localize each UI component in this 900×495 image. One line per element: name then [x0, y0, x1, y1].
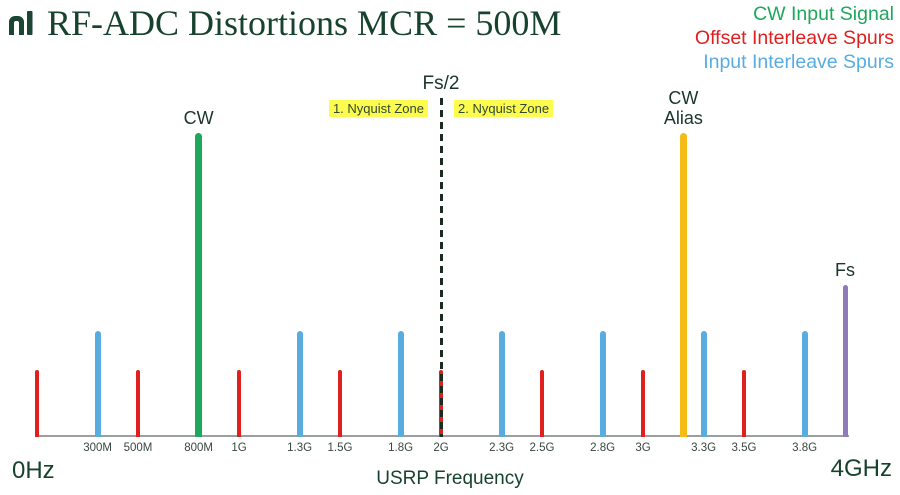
x-axis-title: USRP Frequency	[376, 468, 524, 489]
cw-alias-label: CW Alias	[663, 87, 703, 129]
nyquist-zone-1-label: 1. Nyquist Zone	[328, 100, 428, 117]
x-tick-300m: 300M	[83, 442, 112, 454]
cw-input-signal-label: CW	[183, 108, 214, 129]
x-axis-min-label: 0Hz	[12, 457, 55, 484]
offset-interleave-spurs-bar	[338, 370, 342, 437]
input-interleave-spurs-bar	[498, 331, 505, 437]
offset-interleave-spurs-bar	[742, 370, 746, 437]
x-tick-800m: 800M	[184, 442, 213, 454]
input-interleave-spurs-bar	[94, 331, 101, 437]
legend: CW Input Signal Offset Interleave Spurs In…	[695, 2, 894, 74]
input-interleave-spurs-bar	[801, 331, 808, 437]
x-tick-1g: 1G	[231, 442, 247, 454]
x-tick-3-8g: 3.8G	[792, 442, 818, 454]
x-tick-1-5g: 1.5G	[327, 442, 353, 454]
cw-alias-bar	[679, 133, 687, 437]
offset-interleave-spurs-bar	[641, 370, 645, 437]
offset-interleave-spurs-bar	[237, 370, 241, 437]
fs-half-label: Fs/2	[422, 73, 460, 94]
fs-half-dashed-line	[439, 98, 443, 437]
legend-item-cw-input-signal: CW Input Signal	[753, 3, 894, 25]
x-tick-2-5g: 2.5G	[529, 442, 555, 454]
x-tick-2-3g: 2.3G	[489, 442, 515, 454]
input-interleave-spurs-bar	[397, 331, 404, 437]
input-interleave-spurs-bar	[700, 331, 707, 437]
fs-bar	[842, 285, 848, 437]
x-tick-3-5g: 3.5G	[731, 442, 757, 454]
page-title: RF-ADC Distortions MCR = 500M	[47, 3, 562, 43]
ni-logo	[9, 11, 33, 35]
input-interleave-spurs-bar	[599, 331, 606, 437]
offset-interleave-spurs-bar	[136, 370, 140, 437]
x-tick-1-3g: 1.3G	[287, 442, 313, 454]
x-tick-3-3g: 3.3G	[691, 442, 717, 454]
x-tick-2-8g: 2.8G	[590, 442, 616, 454]
x-axis-max-label: 4GHz	[830, 455, 892, 482]
offset-interleave-spurs-bar	[35, 370, 39, 437]
offset-interleave-spurs-bar	[540, 370, 544, 437]
legend-item-offset-interleave-spurs: Offset Interleave Spurs	[694, 27, 894, 49]
legend-item-input-interleave-spurs: Input Interleave Spurs	[703, 51, 894, 73]
input-interleave-spurs-bar	[296, 331, 303, 437]
x-tick-1-8g: 1.8G	[388, 442, 414, 454]
fs-label: Fs	[835, 260, 855, 281]
x-tick-500m: 500M	[123, 442, 153, 454]
x-tick-2g: 2G	[433, 442, 449, 454]
nyquist-zone-2-label: 2. Nyquist Zone	[454, 100, 554, 117]
cw-input-signal-bar	[195, 133, 203, 437]
x-tick-3g: 3G	[635, 442, 651, 454]
